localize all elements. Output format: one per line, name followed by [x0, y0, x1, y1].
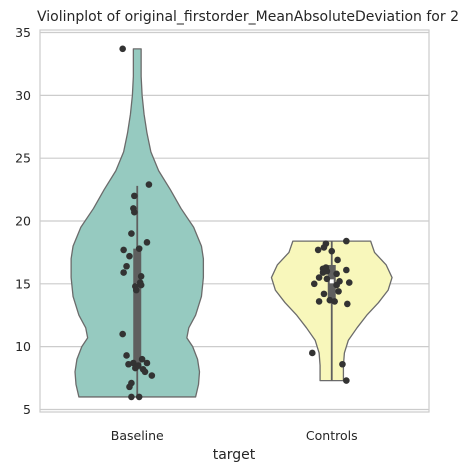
data-point [119, 330, 126, 338]
data-point [125, 360, 132, 368]
data-point [309, 349, 316, 357]
data-point [120, 269, 127, 276]
data-point [132, 364, 139, 372]
x-tick-label: Baseline [111, 428, 164, 443]
data-point [135, 393, 143, 401]
data-point [141, 368, 149, 376]
y-tick-label: 25 [15, 151, 31, 166]
iqr-box [133, 248, 142, 370]
violins [70, 48, 393, 398]
data-point [334, 256, 341, 264]
x-tick-labels: Baseline Controls [111, 428, 358, 443]
x-tick-label: Controls [306, 428, 358, 443]
data-point [123, 262, 130, 270]
data-point [310, 280, 318, 288]
data-point [331, 298, 338, 305]
data-point [123, 352, 130, 359]
data-point [131, 192, 138, 200]
data-point [343, 377, 350, 384]
data-point [315, 298, 323, 305]
data-point [128, 393, 135, 401]
data-point [145, 181, 153, 188]
data-point [339, 360, 346, 368]
data-points [119, 45, 353, 401]
data-point [138, 355, 146, 363]
data-point [328, 247, 336, 255]
data-point [132, 286, 140, 294]
data-point [315, 274, 323, 281]
y-tick-label: 20 [15, 214, 31, 229]
data-point [128, 230, 135, 237]
data-point [143, 359, 151, 367]
data-point [319, 269, 327, 276]
data-point [344, 300, 351, 308]
data-point [314, 246, 322, 254]
y-tick-label: 15 [15, 276, 31, 291]
y-tick-labels: 5 10 15 20 25 30 35 [15, 25, 31, 417]
median-marker [329, 279, 334, 284]
data-point [137, 281, 145, 289]
plot-frame [39, 29, 430, 413]
data-point [345, 279, 353, 286]
data-point [335, 288, 342, 295]
data-point [120, 246, 127, 254]
data-point [148, 372, 156, 379]
data-point [343, 266, 350, 274]
data-point [126, 383, 133, 391]
y-tick-label: 5 [23, 402, 31, 417]
y-tick-label: 30 [15, 88, 31, 103]
data-point [126, 252, 133, 260]
data-point [119, 45, 126, 53]
data-point [333, 270, 340, 278]
data-point [333, 281, 340, 289]
y-tick-label: 10 [15, 339, 31, 354]
y-tick-label: 35 [15, 25, 31, 40]
data-point [343, 237, 350, 245]
x-axis-label: target [213, 447, 256, 463]
chart-title: Violinplot of original_firstorder_MeanAb… [37, 9, 459, 25]
data-point [320, 244, 328, 251]
data-point [323, 275, 331, 283]
data-point [137, 272, 145, 280]
data-point [131, 208, 138, 216]
data-point [143, 239, 151, 246]
data-point [320, 290, 328, 298]
data-point [135, 245, 143, 252]
